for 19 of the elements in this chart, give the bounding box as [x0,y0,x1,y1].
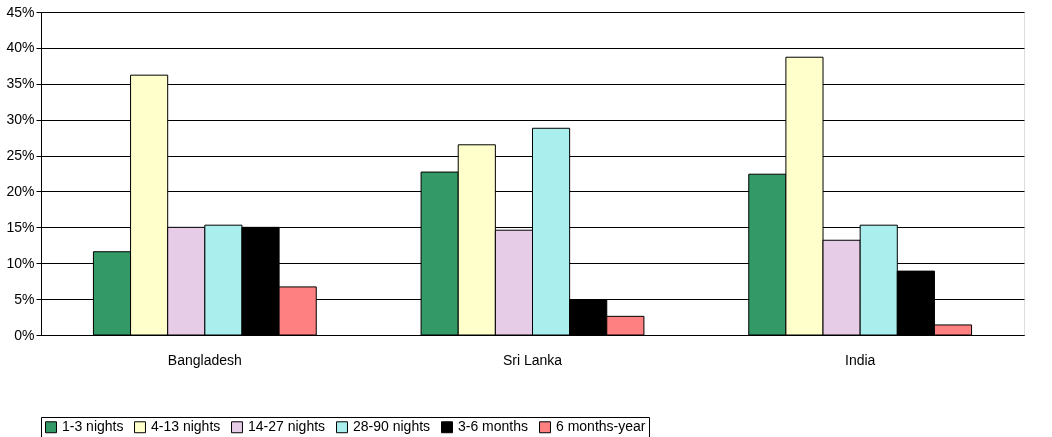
legend-label: 4-13 nights [151,418,221,435]
x-tick-label: Bangladesh [167,351,242,368]
y-tick-label: 35% [6,75,35,92]
x-tick-label: India [844,351,876,368]
legend-label: 3-6 months [458,418,529,435]
y-tick-label: 0% [14,326,35,343]
y-tick-label: 40% [6,39,35,56]
y-tick-label: 15% [6,218,35,235]
x-tick-label: Sri Lanka [502,351,563,368]
y-tick-label: 20% [6,182,35,199]
y-tick-label: 45% [6,3,35,20]
y-tick-label: 25% [6,147,35,164]
y-tick-label: 30% [6,111,35,128]
y-tick-label: 5% [14,290,35,307]
y-tick-label: 10% [6,254,35,271]
legend-label: 28-90 nights [353,418,431,435]
legend-label: 14-27 nights [248,418,326,435]
legend-label: 1-3 nights [62,418,124,435]
legend-label: 6 months-year [556,418,646,435]
